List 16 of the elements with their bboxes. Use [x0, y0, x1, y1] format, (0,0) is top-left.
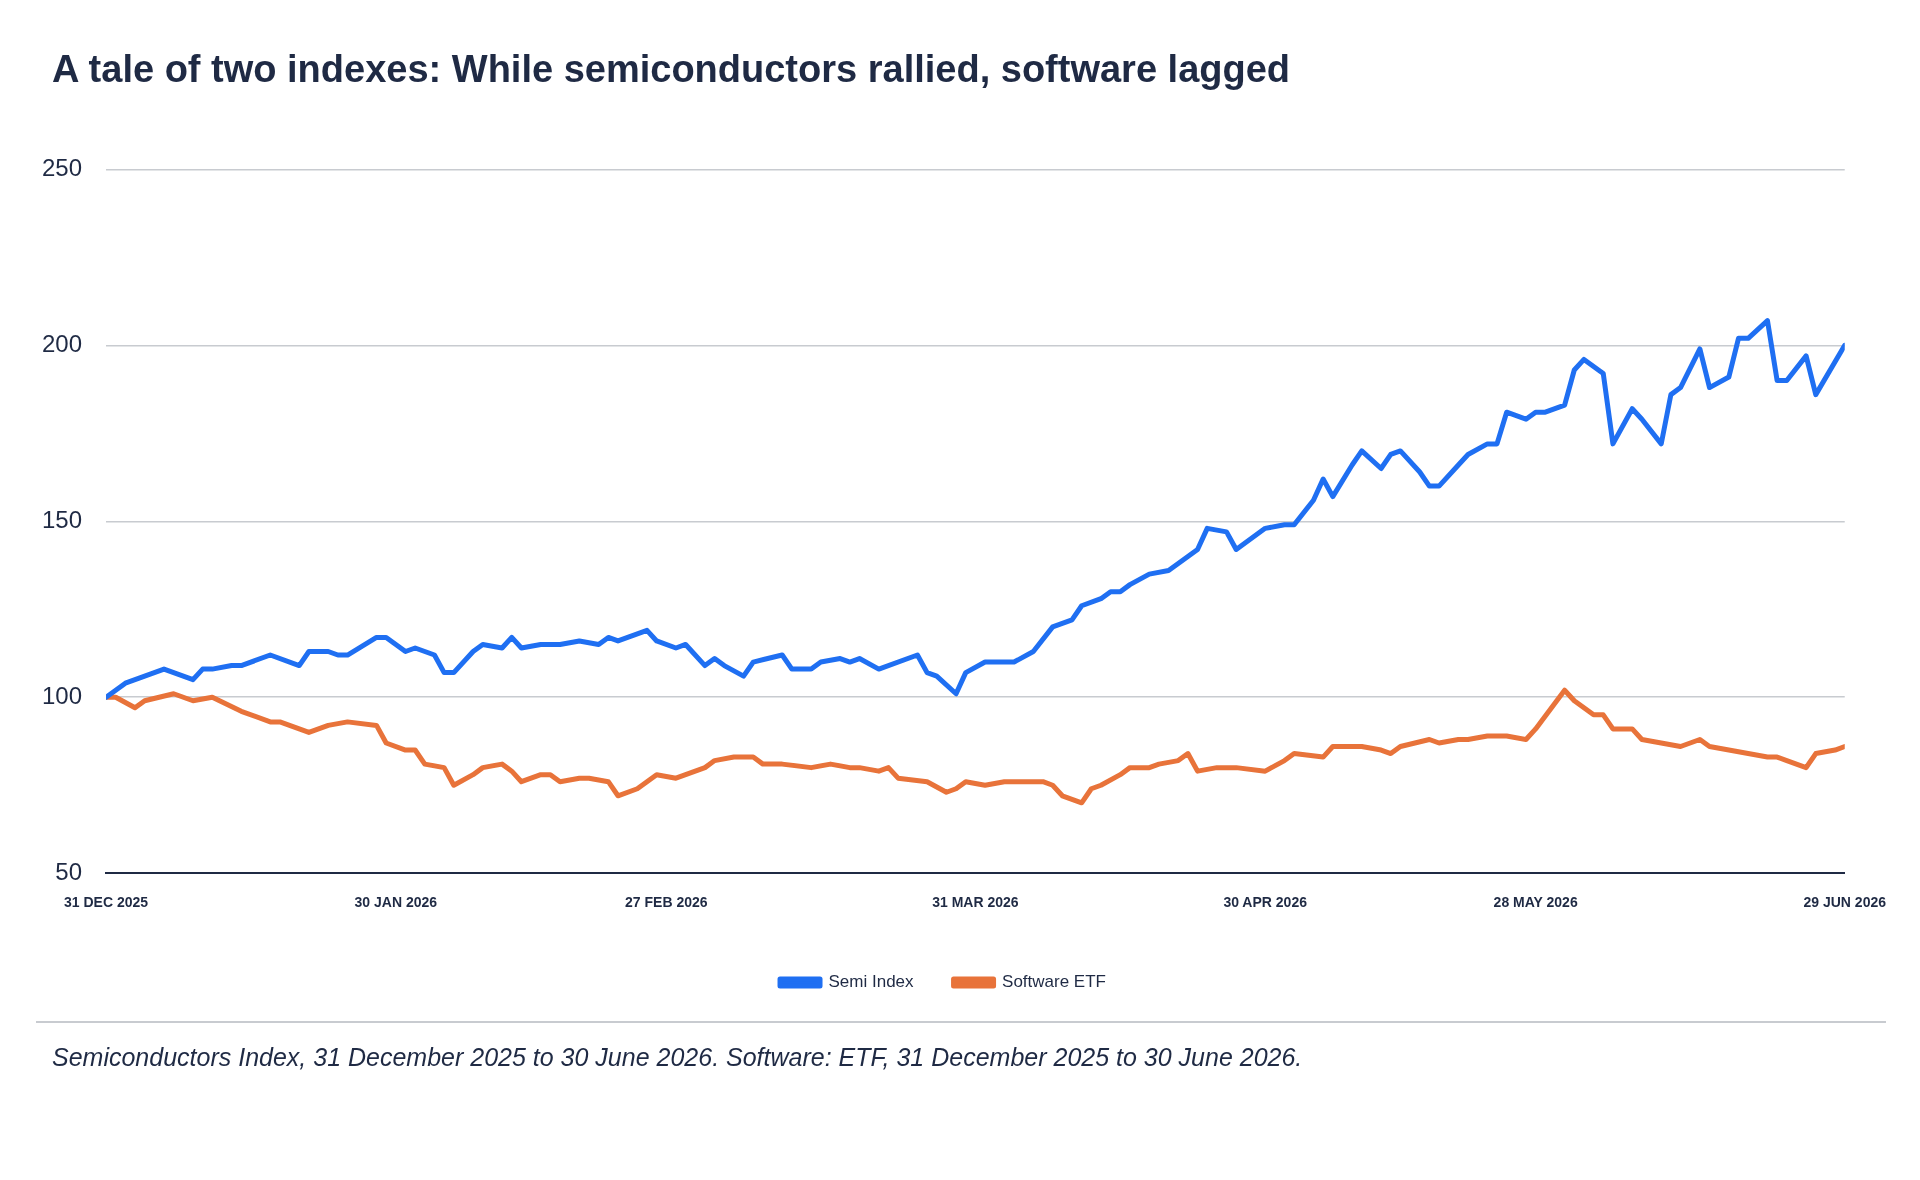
x-tick-label: 29 JUN 2026 — [1803, 894, 1887, 911]
x-tick-label: 31 MAR 2026 — [932, 894, 1019, 911]
y-tick-label: 250 — [42, 154, 83, 182]
legend-label: Software ETF — [1002, 972, 1106, 992]
legend-label: Semi Index — [828, 972, 915, 992]
x-tick-label: 28 MAY 2026 — [1493, 894, 1578, 911]
x-tick-label: 31 DEC 2025 — [64, 894, 149, 911]
text: Semiconductors Index, 31 December 2025 to 30 June 2026. Software: ETF, 31 December 2025 to 30 June 2026. — [51, 1042, 1304, 1073]
y-tick-label: 200 — [42, 329, 83, 357]
x-tick-label: 30 JAN 2026 — [354, 894, 438, 911]
chart-title: A tale of two indexes: While semiconductors rallied, software lagged — [51, 47, 1292, 92]
y-tick-label: 100 — [42, 681, 83, 709]
y-tick-label: 50 — [55, 857, 83, 885]
y-tick-label: 150 — [42, 505, 83, 533]
x-tick-label: 30 APR 2026 — [1223, 894, 1308, 911]
x-tick-label: 27 FEB 2026 — [625, 894, 708, 911]
